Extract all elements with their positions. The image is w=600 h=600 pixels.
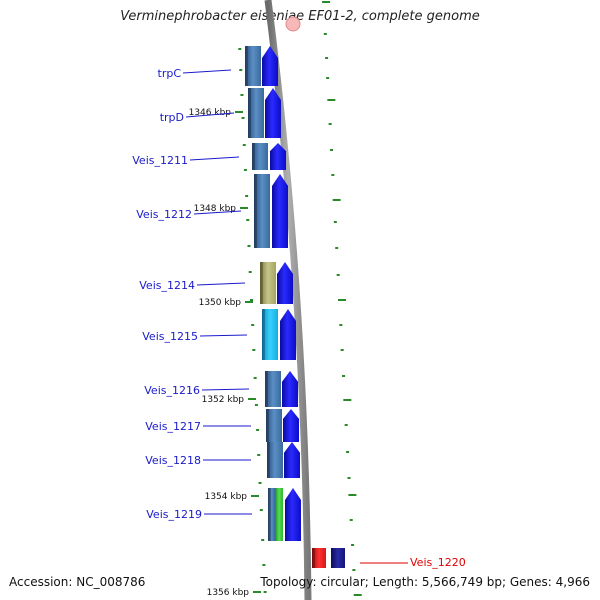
gene-bar-shade bbox=[266, 409, 269, 442]
strand-arrow bbox=[272, 174, 288, 248]
gene-label[interactable]: Veis_1216 bbox=[144, 384, 200, 397]
gene-label[interactable]: Veis_1220 bbox=[410, 556, 466, 569]
gene-bar-shade bbox=[245, 46, 248, 86]
gene-bar-shade bbox=[254, 174, 257, 248]
label-leader bbox=[189, 156, 240, 161]
gene-bar bbox=[248, 88, 264, 138]
gene-trpc[interactable] bbox=[245, 46, 278, 86]
genome-summary: Topology: circular; Length: 5,566,749 bp… bbox=[260, 575, 590, 589]
strand-arrow bbox=[285, 488, 301, 541]
strand-arrow bbox=[280, 309, 296, 360]
gene-bar bbox=[312, 548, 326, 568]
gene-veis-1212[interactable] bbox=[254, 174, 288, 248]
gene-veis-1216[interactable] bbox=[265, 371, 298, 407]
gene-label[interactable]: Veis_1211 bbox=[132, 154, 188, 167]
gene-bar-shade bbox=[252, 143, 255, 170]
gene-label[interactable]: Veis_1212 bbox=[136, 208, 192, 221]
gene-bar bbox=[262, 309, 278, 360]
gene-bar bbox=[252, 143, 268, 170]
strand-arrow bbox=[265, 88, 281, 138]
origin-marker bbox=[285, 16, 301, 32]
label-leader bbox=[193, 210, 242, 215]
gene-bar bbox=[275, 488, 283, 541]
gene-label[interactable]: Veis_1215 bbox=[142, 330, 198, 343]
gene-bar-shade bbox=[312, 548, 315, 568]
gene-veis-1219[interactable] bbox=[268, 488, 301, 541]
gene-trpd[interactable] bbox=[248, 88, 281, 138]
strand-arrow bbox=[282, 371, 298, 407]
gene-bar bbox=[245, 46, 261, 86]
gene-bar bbox=[254, 174, 270, 248]
gene-bar-shade bbox=[265, 371, 268, 407]
gene-veis-1220[interactable] bbox=[312, 548, 345, 568]
gene-veis-1211[interactable] bbox=[252, 143, 286, 170]
gene-veis-1218[interactable] bbox=[267, 442, 300, 478]
gene-veis-1217[interactable] bbox=[266, 409, 299, 442]
gene-label[interactable]: Veis_1219 bbox=[146, 508, 202, 521]
gene-bar bbox=[266, 409, 282, 442]
gene-bar-shade bbox=[248, 88, 251, 138]
gene-label[interactable]: Veis_1218 bbox=[145, 454, 201, 467]
kbp-tick-label: 1356 kbp bbox=[207, 588, 250, 598]
gene-bar bbox=[268, 488, 275, 541]
strand-arrow bbox=[277, 262, 293, 304]
gene-bar-shade bbox=[262, 309, 265, 360]
kbp-tick-label: 1348 kbp bbox=[194, 204, 237, 214]
strand-arrow bbox=[284, 442, 300, 478]
label-leader bbox=[196, 282, 246, 286]
gene-bar-shade bbox=[268, 488, 271, 541]
gene-bar bbox=[267, 442, 283, 478]
accession-label: Accession: NC_008786 bbox=[9, 575, 146, 589]
genome-title: Verminephrobacter eiseniae EF01-2, compl… bbox=[120, 9, 480, 24]
gene-bar-shade bbox=[260, 262, 263, 304]
strand-arrow bbox=[262, 46, 278, 86]
gene-label[interactable]: trpC bbox=[158, 67, 182, 80]
strand-arrow bbox=[283, 409, 299, 442]
label-leader bbox=[182, 69, 232, 74]
gene-veis-1215[interactable] bbox=[262, 309, 296, 360]
label-leader bbox=[199, 334, 248, 337]
gene-bar-shade bbox=[267, 442, 270, 478]
label-leader bbox=[201, 388, 250, 391]
gene-bar bbox=[260, 262, 276, 304]
gene-bar bbox=[265, 371, 281, 407]
gene-label[interactable]: trpD bbox=[160, 111, 184, 124]
kbp-tick-label: 1350 kbp bbox=[199, 298, 242, 308]
gene-veis-1214[interactable] bbox=[260, 262, 293, 304]
kbp-tick-label: 1354 kbp bbox=[205, 492, 248, 502]
gene-label[interactable]: Veis_1217 bbox=[145, 420, 201, 433]
strand-block bbox=[331, 548, 345, 568]
label-leader bbox=[185, 112, 235, 118]
kbp-tick-label: 1352 kbp bbox=[202, 395, 245, 405]
kbp-tick-label: 1346 kbp bbox=[189, 108, 232, 118]
strand-arrow bbox=[270, 143, 286, 170]
gene-label[interactable]: Veis_1214 bbox=[139, 279, 195, 292]
